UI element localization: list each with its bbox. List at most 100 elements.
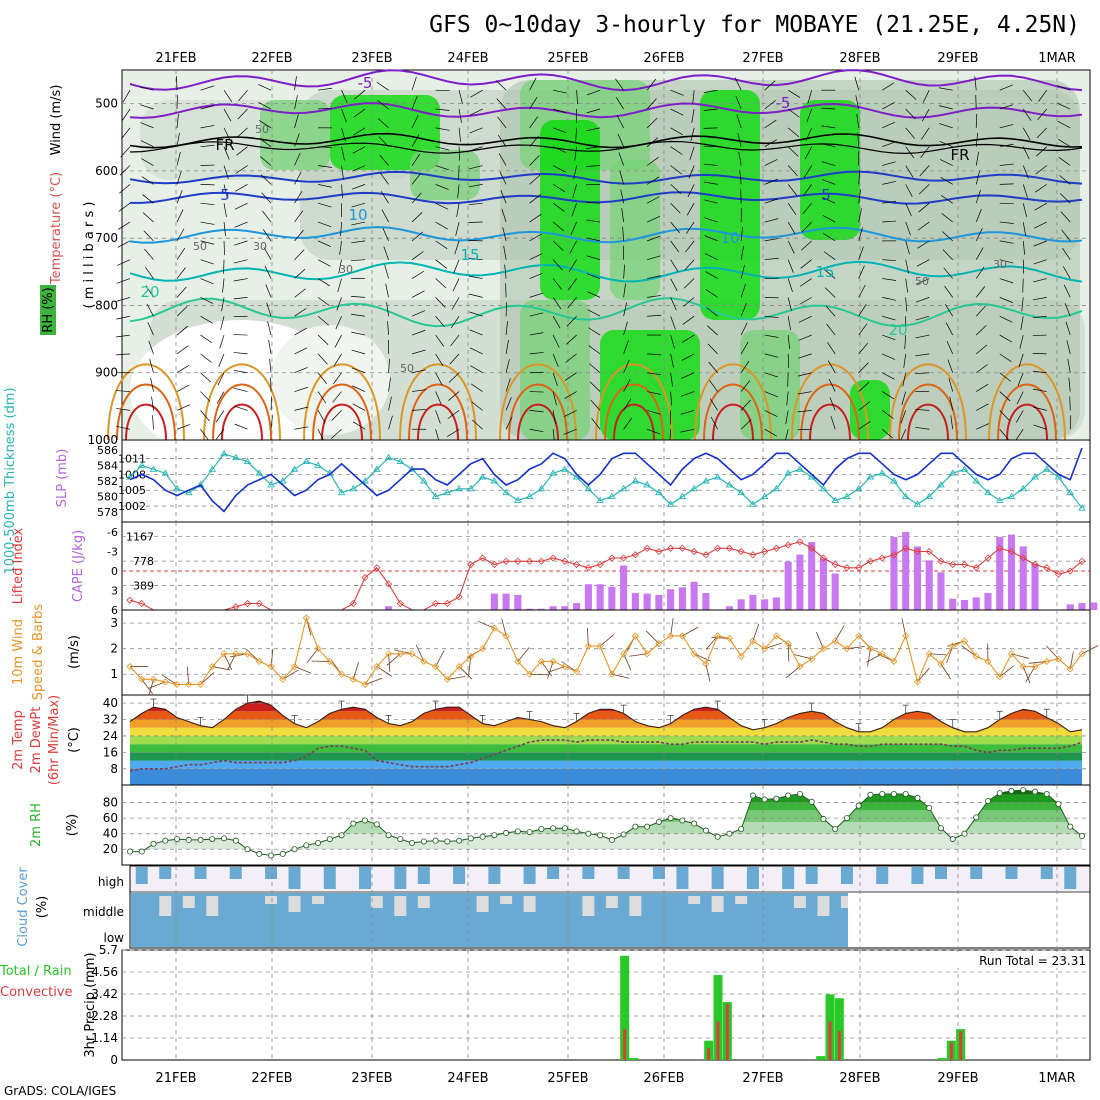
wind-barb bbox=[351, 367, 366, 374]
wind-barb bbox=[586, 273, 601, 279]
cloud-mid-gap bbox=[394, 896, 407, 916]
wind-barb bbox=[317, 353, 328, 365]
wind10-point bbox=[573, 668, 581, 676]
warm-contour bbox=[898, 383, 958, 441]
wind-barb bbox=[552, 259, 563, 271]
wind-barb bbox=[681, 353, 695, 361]
wind10-point bbox=[185, 680, 193, 689]
wind-barb bbox=[294, 406, 309, 411]
wind-barb bbox=[383, 246, 389, 260]
wind-barb bbox=[333, 372, 342, 385]
wind-barb bbox=[680, 428, 695, 433]
rh2m-point bbox=[420, 838, 427, 845]
wind-barb bbox=[448, 372, 460, 383]
wind-grid bbox=[122, 610, 1090, 695]
cape-frame bbox=[121, 521, 1091, 611]
wind-barb bbox=[458, 90, 463, 104]
wind-barb bbox=[682, 334, 695, 343]
wind-barb bbox=[623, 302, 627, 317]
contour-label: 15 bbox=[815, 263, 834, 281]
wind10-point bbox=[208, 662, 216, 671]
wind-barb bbox=[570, 221, 577, 235]
lifted-index-point bbox=[385, 580, 393, 588]
rh2m-point bbox=[926, 805, 933, 812]
wind-barb bbox=[223, 165, 229, 179]
rh2m-point bbox=[338, 832, 345, 839]
wind10-point bbox=[279, 675, 287, 683]
wind-barb bbox=[223, 127, 231, 141]
wind10-point bbox=[819, 645, 827, 653]
upper-air-grid bbox=[122, 70, 1090, 440]
thickness-point bbox=[314, 461, 322, 468]
wind-barb bbox=[223, 221, 226, 236]
cape-bar bbox=[761, 599, 769, 610]
wind-barb bbox=[317, 221, 332, 228]
wind10-point bbox=[149, 675, 158, 683]
wind-barb bbox=[858, 362, 869, 373]
wind-barb bbox=[200, 429, 210, 441]
wind-barb bbox=[1021, 297, 1024, 312]
wind-barb bbox=[1022, 127, 1031, 141]
wind-barb bbox=[294, 308, 307, 317]
cloud-high-cell bbox=[911, 867, 924, 884]
wind10-point bbox=[725, 634, 733, 643]
thickness-point bbox=[678, 492, 687, 500]
wind-barb bbox=[586, 237, 601, 242]
top-date-label: 28FEB bbox=[839, 51, 880, 66]
wind-barb bbox=[411, 231, 424, 242]
wind-barb bbox=[940, 195, 953, 204]
wind-barb bbox=[223, 184, 228, 199]
wind-barb bbox=[822, 215, 836, 223]
wind-barb bbox=[200, 202, 215, 206]
lifted-index-point bbox=[902, 544, 910, 552]
wind-barb bbox=[858, 170, 861, 185]
warm-contour bbox=[499, 363, 577, 441]
wind-barb bbox=[572, 184, 577, 198]
wind10-barb bbox=[764, 642, 782, 650]
wind-barb bbox=[805, 127, 812, 141]
wind-barb bbox=[140, 104, 154, 110]
rh2m-point bbox=[174, 836, 181, 843]
wind-barb bbox=[529, 410, 544, 413]
thickness-point bbox=[819, 484, 828, 492]
wind-barb bbox=[469, 329, 483, 336]
wind-barb bbox=[882, 315, 896, 321]
cloud-high-cell bbox=[970, 867, 983, 879]
wind-barb bbox=[471, 419, 483, 430]
wind-barb bbox=[469, 347, 483, 355]
bottom-date-label: 25FEB bbox=[547, 1071, 588, 1086]
rh-tick: 80 bbox=[103, 796, 118, 810]
wind-barb bbox=[798, 372, 812, 377]
wind-barb bbox=[787, 278, 793, 292]
wind-barb bbox=[686, 203, 695, 216]
cloud-high-cell bbox=[876, 867, 889, 884]
wind-barb bbox=[317, 372, 327, 384]
cape-bar bbox=[631, 593, 639, 610]
pressure-tick: 800 bbox=[95, 298, 118, 312]
wind-barb bbox=[377, 118, 389, 129]
warm-contour bbox=[613, 403, 655, 441]
wind-barb bbox=[682, 315, 695, 325]
wind-barb bbox=[1032, 315, 1047, 319]
rh-label: RH (%) bbox=[41, 287, 56, 332]
wind10-barb bbox=[141, 679, 153, 694]
wind-barb bbox=[823, 233, 836, 242]
wind-barb bbox=[691, 108, 695, 123]
wind-barb bbox=[587, 309, 601, 317]
thickness-label: 1000-500mb Thickness (dm) bbox=[3, 387, 18, 574]
wind-barb bbox=[176, 190, 183, 204]
wind-barb bbox=[647, 353, 662, 356]
wind-barb bbox=[294, 171, 302, 185]
wind-barb bbox=[318, 165, 332, 168]
wind-barb bbox=[797, 410, 812, 413]
wind-barb bbox=[905, 89, 917, 100]
wind-barb bbox=[385, 283, 389, 298]
wind-barb bbox=[798, 315, 812, 323]
thickness-line bbox=[129, 453, 1083, 509]
wind-barb bbox=[586, 165, 601, 167]
run-total-bg bbox=[946, 952, 1088, 968]
cape-bar bbox=[902, 532, 910, 610]
wind10-point bbox=[385, 650, 393, 658]
rh-contour-fills bbox=[123, 71, 1089, 460]
lifted-index-point bbox=[549, 554, 557, 562]
